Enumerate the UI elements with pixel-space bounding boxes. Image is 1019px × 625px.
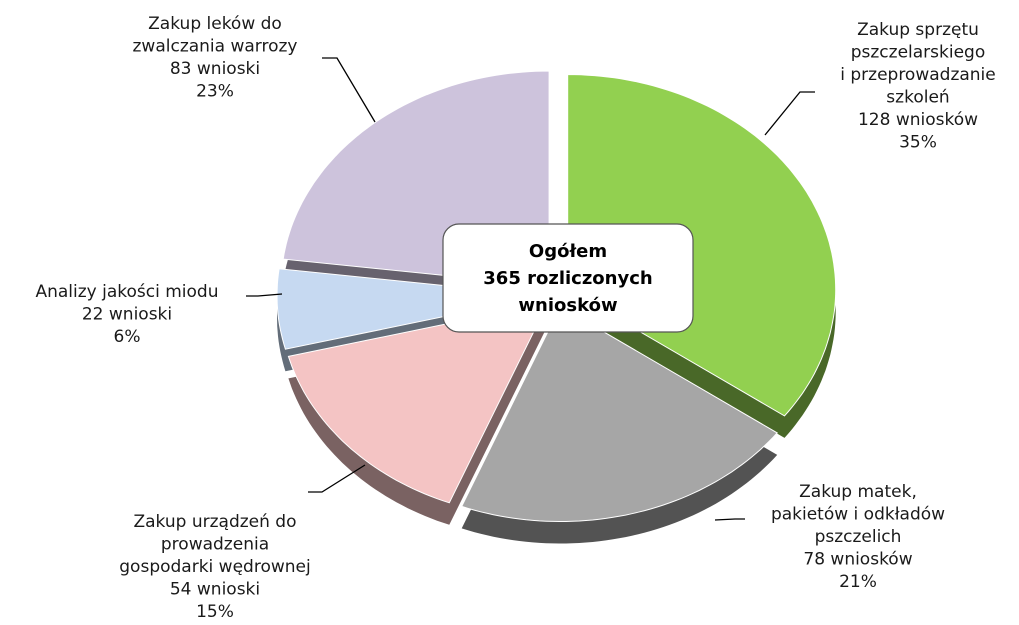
- center-label: Ogółem: [529, 241, 607, 262]
- slice-label: Zakup leków do: [148, 14, 282, 34]
- slice-label: pszczelich: [815, 527, 902, 547]
- slice-label: i przeprowadzanie: [840, 65, 996, 85]
- leader-line: [322, 57, 376, 123]
- slice: [287, 302, 549, 504]
- pie: [276, 70, 837, 544]
- slice-label: Zakup urządzeń do: [133, 512, 296, 532]
- slice: [460, 305, 778, 522]
- value-label: 35%: [899, 133, 937, 153]
- count-label: 128 wniosków: [858, 110, 978, 130]
- slice-label: prowadzenia: [161, 535, 269, 555]
- leader-line: [308, 464, 366, 493]
- slice-label: Analizy jakości miodu: [35, 282, 218, 302]
- slice-label: zwalczania warrozy: [133, 37, 298, 57]
- leader-line: [764, 91, 815, 136]
- slice-label: gospodarki wędrownej: [119, 557, 310, 577]
- value-label: 21%: [839, 572, 877, 592]
- slice: [276, 268, 546, 350]
- center-label: wniosków: [518, 295, 617, 316]
- count-label: 78 wniosków: [803, 550, 912, 570]
- center-box: Ogółem 365 rozliczonych wniosków: [442, 223, 694, 333]
- slice-label: pakietów i odkładów: [771, 505, 945, 525]
- value-label: 15%: [196, 602, 234, 622]
- value-label: 23%: [196, 82, 234, 102]
- value-label: 6%: [114, 327, 141, 347]
- slice-label: Zakup sprzętu: [857, 20, 979, 40]
- leader-line: [714, 518, 745, 521]
- count-label: 54 wnioski: [170, 580, 260, 600]
- leader-line: [246, 293, 283, 297]
- center-label: 365 rozliczonych: [483, 268, 652, 289]
- slice-label: pszczelarskiego: [851, 43, 986, 63]
- count-label: 22 wnioski: [82, 305, 172, 325]
- center-box-frame: [442, 223, 694, 333]
- slice-label: Zakup matek,: [799, 482, 917, 502]
- count-label: 83 wnioski: [170, 59, 260, 79]
- slice: [567, 74, 837, 417]
- slice-label: szkoleń: [886, 88, 949, 108]
